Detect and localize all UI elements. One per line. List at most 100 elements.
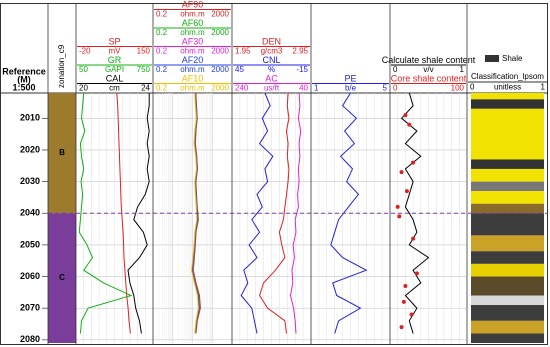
depth-header: 1:500 bbox=[12, 82, 35, 92]
log-curve bbox=[78, 92, 133, 334]
curve-name: AF10 bbox=[182, 73, 204, 83]
log-curve bbox=[259, 92, 290, 334]
curve-name: Core shale content bbox=[391, 73, 467, 83]
core-point bbox=[399, 325, 404, 330]
core-point bbox=[407, 122, 412, 127]
lithology-interval bbox=[471, 333, 544, 343]
scale-min: 0.2 bbox=[156, 28, 168, 37]
scale-max: 2.95 bbox=[292, 47, 308, 56]
depth-label: 2060 bbox=[20, 271, 40, 281]
scale-min: 240 bbox=[235, 84, 249, 93]
depth-label: 2040 bbox=[20, 208, 40, 218]
curve-name: GR bbox=[108, 55, 122, 65]
lithology-interval bbox=[471, 108, 544, 160]
core-point bbox=[403, 113, 408, 118]
scale-max: 40 bbox=[299, 84, 308, 93]
core-point bbox=[409, 312, 414, 317]
scale-min: 0 bbox=[470, 83, 475, 92]
scale-unit: ohm.m bbox=[180, 28, 205, 37]
scale-max: 5 bbox=[383, 84, 388, 93]
lithology-interval bbox=[471, 263, 544, 277]
scale-unit: ohm.m bbox=[180, 47, 205, 56]
scale-min: 50 bbox=[79, 65, 88, 74]
lithology-interval bbox=[471, 251, 544, 264]
scale-unit: cm bbox=[109, 84, 120, 93]
scale-unit: b/e bbox=[345, 84, 357, 93]
depth-label: 2070 bbox=[20, 303, 40, 313]
core-point bbox=[401, 299, 406, 304]
scale-min: 0 bbox=[393, 84, 398, 93]
depth-label: 2080 bbox=[20, 334, 40, 344]
curve-name: DEN bbox=[262, 36, 281, 46]
scale-max: 2000 bbox=[211, 10, 229, 19]
scale-min: 1.95 bbox=[235, 47, 251, 56]
lithology-interval bbox=[471, 320, 544, 334]
core-point bbox=[403, 284, 408, 289]
scale-min: 0.2 bbox=[156, 65, 168, 74]
depth-label: 2030 bbox=[20, 176, 40, 186]
lithology-interval bbox=[471, 213, 544, 236]
core-point bbox=[411, 236, 416, 241]
zone bbox=[48, 213, 76, 343]
scale-min: 45 bbox=[235, 65, 244, 74]
lithology-interval bbox=[471, 295, 544, 306]
scale-unit: us/ft bbox=[264, 84, 280, 93]
scale-unit: ohm.m bbox=[180, 10, 205, 19]
scale-max: 2000 bbox=[211, 84, 229, 93]
scale-unit: ohm.m bbox=[180, 65, 205, 74]
curve-name: AF90 bbox=[182, 0, 204, 9]
scale-unit: % bbox=[268, 65, 275, 74]
scale-max: 750 bbox=[137, 65, 151, 74]
scale-max: 2000 bbox=[211, 28, 229, 37]
scale-unit: unitless bbox=[494, 83, 521, 92]
curve-name: AF30 bbox=[182, 36, 204, 46]
scale-max: 24 bbox=[141, 84, 150, 93]
scale-unit: mV bbox=[109, 47, 122, 56]
scale-max: 1 bbox=[541, 83, 546, 92]
curve-name: SP bbox=[108, 36, 120, 46]
lithology-interval bbox=[471, 181, 544, 192]
scale-unit: v/v bbox=[423, 65, 433, 74]
core-point bbox=[399, 170, 404, 175]
scale-max: 2000 bbox=[211, 47, 229, 56]
lithology-interval bbox=[471, 305, 544, 321]
zone-label: B bbox=[59, 148, 65, 157]
curve-name: CNL bbox=[262, 55, 280, 65]
curve-name: CAL bbox=[106, 73, 124, 83]
lithology-interval bbox=[471, 93, 544, 100]
depth-header: Reference bbox=[2, 66, 46, 76]
log-curve bbox=[400, 92, 430, 334]
scale-min: 20 bbox=[79, 84, 88, 93]
scale-unit: g/cm3 bbox=[261, 47, 283, 56]
depth-label: 2050 bbox=[20, 239, 40, 249]
lithology-interval bbox=[471, 203, 544, 214]
curve-name: AF60 bbox=[182, 18, 204, 28]
curve-name: Calculate shale content bbox=[382, 55, 476, 65]
lithology-interval bbox=[471, 276, 544, 296]
core-point bbox=[395, 204, 400, 209]
curve-name: PE bbox=[344, 73, 356, 83]
zone bbox=[48, 93, 76, 214]
scale-min: 0.2 bbox=[156, 84, 168, 93]
depth-label: 2020 bbox=[20, 144, 40, 154]
core-point bbox=[397, 214, 402, 219]
scale-unit: GAPI bbox=[105, 65, 124, 74]
curve-name: AF20 bbox=[182, 55, 204, 65]
core-point bbox=[404, 189, 409, 194]
legend-swatch bbox=[485, 55, 499, 62]
lithology-interval bbox=[471, 235, 544, 252]
log-curve bbox=[240, 92, 274, 334]
scale-max: 100 bbox=[451, 84, 465, 93]
lithology-interval bbox=[471, 99, 544, 109]
zonation-title: zonation_c9 bbox=[57, 44, 66, 88]
legend-label: Shale bbox=[502, 54, 523, 63]
scale-max: 1 bbox=[460, 65, 465, 74]
depth-header: (M) bbox=[17, 74, 31, 84]
lithology-interval bbox=[471, 191, 544, 204]
curve-name: Classification_lpsom bbox=[471, 72, 544, 81]
scale-max: -15 bbox=[296, 65, 308, 74]
curve-name: AC bbox=[265, 73, 278, 83]
scale-min: 0.2 bbox=[156, 10, 168, 19]
scale-max: 2000 bbox=[211, 65, 229, 74]
